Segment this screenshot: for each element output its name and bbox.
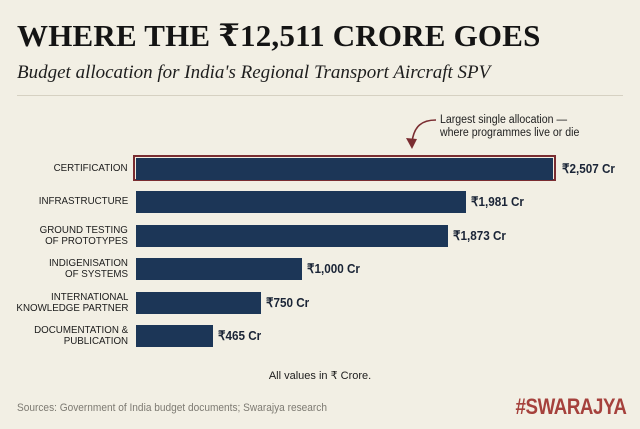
bar-row: CERTIFICATION ₹2,507 Cr xyxy=(0,155,640,181)
bar-row: INDIGENISATION OF SYSTEMS ₹1,000 Cr xyxy=(0,257,640,281)
value-label: ₹750 Cr xyxy=(266,295,310,310)
bar xyxy=(136,325,213,347)
value-label: ₹1,873 Cr xyxy=(453,228,506,243)
value-label: ₹465 Cr xyxy=(218,328,262,343)
category-label: INDIGENISATION OF SYSTEMS xyxy=(48,256,128,280)
bar xyxy=(136,258,302,280)
value-label: ₹1,981 Cr xyxy=(471,194,524,209)
highlight-outline xyxy=(133,155,556,181)
category-label: DOCUMENTATION & PUBLICATION xyxy=(33,323,128,347)
bar xyxy=(136,191,466,213)
bar-row: DOCUMENTATION & PUBLICATION ₹465 Cr xyxy=(0,324,640,348)
bar xyxy=(136,292,261,314)
category-label: CERTIFICATION xyxy=(54,162,128,175)
chart-subtitle: Budget allocation for India's Regional T… xyxy=(17,62,491,83)
units-note: All values in ₹ Crore. xyxy=(268,370,372,382)
title-divider xyxy=(17,95,623,96)
annotation-line-1: Largest single allocation — xyxy=(440,114,568,126)
bar-row: GROUND TESTING OF PROTOTYPES ₹1,873 Cr xyxy=(0,224,640,248)
bar-row: INTERNATIONAL KNOWLEDGE PARTNER ₹750 Cr xyxy=(0,291,640,315)
annotation-text: Largest single allocation — where progra… xyxy=(440,114,579,140)
category-label: INFRASTRUCTURE xyxy=(38,195,128,208)
category-label: INTERNATIONAL KNOWLEDGE PARTNER xyxy=(16,290,128,314)
category-label: GROUND TESTING OF PROTOTYPES xyxy=(39,223,128,247)
bar xyxy=(136,158,553,180)
bar xyxy=(136,225,448,247)
value-label: ₹2,507 Cr xyxy=(562,161,615,176)
brand-logo: #SWARAJYA xyxy=(515,394,626,419)
annotation-line-2: where programmes live or die xyxy=(440,127,580,139)
annotation-arrow-icon xyxy=(406,119,437,149)
bar-row: INFRASTRUCTURE ₹1,981 Cr xyxy=(0,190,640,214)
chart-title: WHERE THE ₹12,511 CRORE GOES xyxy=(17,18,541,53)
value-label: ₹1,000 Cr xyxy=(307,261,360,276)
sources-text: Sources: Government of India budget docu… xyxy=(17,402,327,414)
